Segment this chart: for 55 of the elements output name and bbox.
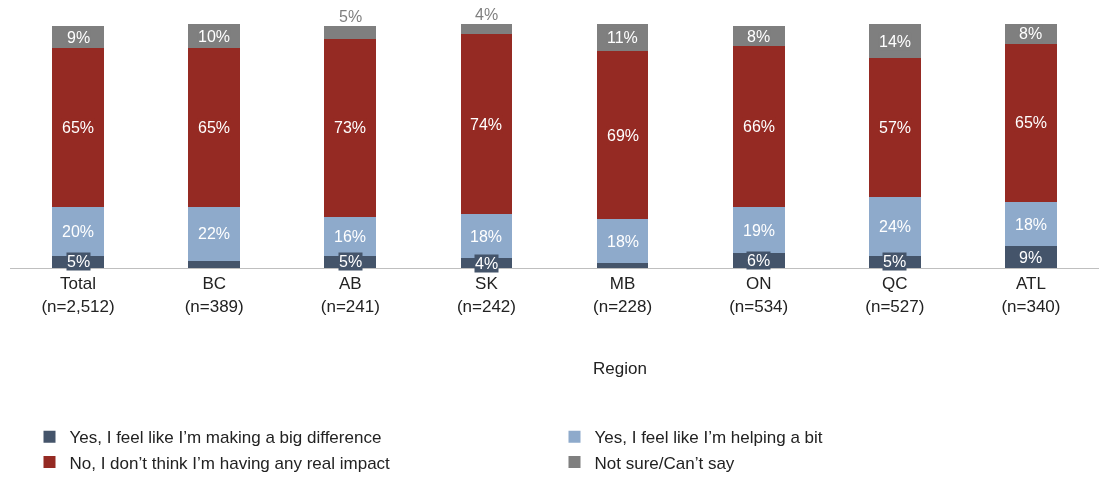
bar: [52, 48, 104, 207]
x-tick-label: MB (n=228): [593, 274, 653, 316]
data-label: 9%: [1019, 249, 1043, 266]
data-label: 18%: [1015, 216, 1048, 233]
legend-label: Not sure/Can’t say: [594, 453, 735, 473]
data-label: 16%: [334, 228, 367, 245]
x-tick-label: QC (n=527): [865, 274, 925, 316]
x-tick-label: ATL (n=340): [1001, 274, 1061, 316]
bar: [324, 38, 377, 217]
bar: [596, 263, 649, 268]
data-label: 19%: [743, 222, 776, 239]
data-label: 6%: [747, 252, 771, 269]
bar: [1005, 43, 1057, 203]
bar: [868, 58, 921, 198]
bar: [188, 260, 241, 268]
data-label: 8%: [747, 28, 771, 45]
data-label: 24%: [879, 218, 912, 235]
x-tick-label: SK (n=242): [456, 274, 516, 316]
data-label: 5%: [883, 253, 907, 270]
data-label: 18%: [607, 233, 640, 250]
legend-label: Yes, I feel like I’m helping a bit: [594, 428, 823, 448]
x-tick-label: Total (n=2,512): [41, 274, 115, 316]
data-label: 8%: [1019, 25, 1043, 42]
data-label: 5%: [339, 8, 363, 25]
data-label: 20%: [62, 223, 95, 240]
data-label: 14%: [879, 33, 912, 50]
legend-label: No, I don’t think I’m having any real impact: [69, 453, 391, 473]
data-label: 74%: [470, 116, 503, 133]
data-label: 65%: [62, 119, 95, 136]
x-tick-label: BC (n=389): [184, 274, 244, 316]
x-tick-label: AB (n=241): [320, 274, 380, 316]
data-label: 57%: [879, 119, 912, 136]
bar: [460, 33, 513, 215]
bar: [324, 26, 377, 39]
data-label: 4%: [475, 255, 499, 272]
data-label: 69%: [607, 127, 640, 144]
data-label: 11%: [607, 29, 638, 46]
data-label: 9%: [67, 29, 91, 46]
text: Region: [593, 359, 647, 378]
data-label: 66%: [743, 118, 776, 135]
data-label: 5%: [339, 253, 363, 270]
data-label: 5%: [67, 253, 91, 270]
bar: [460, 24, 513, 34]
data-label: 65%: [1015, 114, 1048, 131]
data-label: 10%: [198, 28, 231, 45]
bar: [596, 50, 649, 220]
data-label: 73%: [334, 119, 367, 136]
bar: [732, 45, 785, 207]
data-label: 4%: [475, 6, 499, 23]
data-label: 18%: [470, 228, 503, 245]
x-tick-label: ON (n=534): [729, 274, 789, 316]
data-label: 65%: [198, 119, 231, 136]
bar: [188, 48, 241, 207]
legend-label: Yes, I feel like I’m making a big difference: [69, 428, 382, 448]
data-label: 22%: [198, 225, 231, 242]
